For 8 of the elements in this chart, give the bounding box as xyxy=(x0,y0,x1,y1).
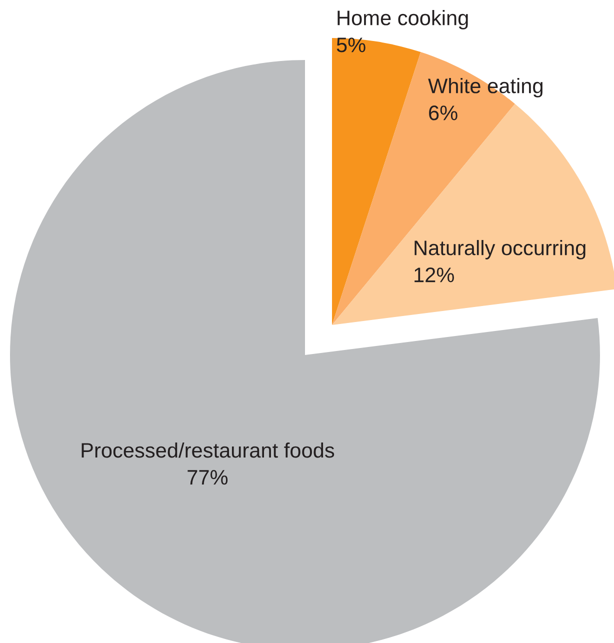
slice-label: Processed/restaurant foods xyxy=(82,442,334,458)
data-label: 77% xyxy=(188,470,228,485)
slice-label: Home cooking xyxy=(338,10,468,30)
data-label: 12% xyxy=(414,268,454,282)
slice-label: Naturally occurring xyxy=(414,240,586,260)
data-label: 5% xyxy=(336,38,366,52)
data-label: 6% xyxy=(429,106,458,120)
slice-label: White eating xyxy=(428,78,542,98)
